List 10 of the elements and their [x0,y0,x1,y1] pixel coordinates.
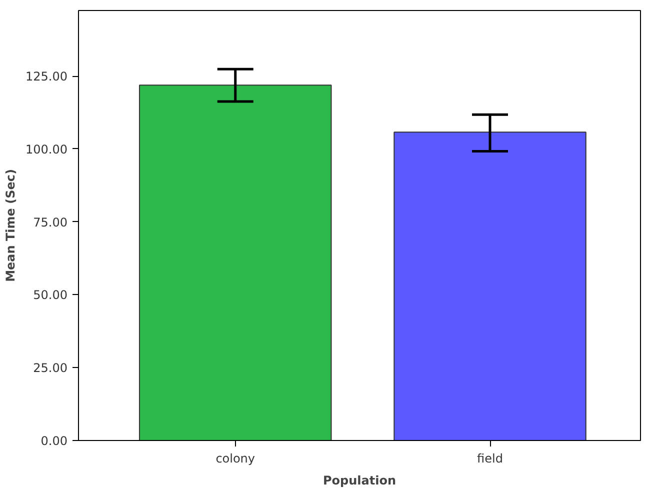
y-tick-label: 100.00 [26,142,68,156]
x-axis-title: Population [322,474,396,488]
y-tick-label: 125.00 [26,70,68,84]
y-axis-title: Mean Time (Sec) [4,169,18,282]
y-tick-label: 25.00 [33,361,68,376]
y-tick-label: 0.00 [40,434,68,448]
y-tick-label: 50.00 [33,288,68,302]
y-tick-label: 75.00 [33,215,68,230]
x-tick-label: field [477,452,503,466]
x-tick-label: colony [216,452,256,466]
